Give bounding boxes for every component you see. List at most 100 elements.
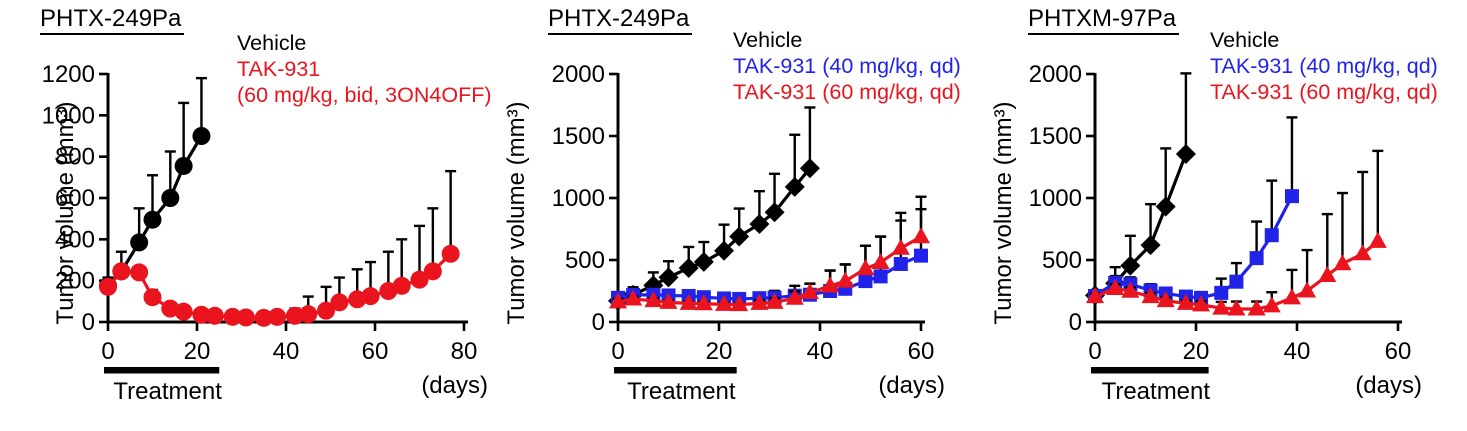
data-point-circle [143, 288, 162, 307]
data-point-diamond [799, 158, 820, 179]
y-tick-label: 800 [55, 144, 95, 171]
data-point-circle [330, 293, 349, 312]
x-axis-unit: (days) [421, 372, 488, 399]
series-vehicle [1085, 72, 1196, 306]
data-point-square [914, 248, 928, 263]
legend-item: TAK-931 (60 mg/kg, qd) [1210, 80, 1438, 104]
treatment-label: Treatment [113, 378, 222, 405]
y-tick-label: 200 [55, 268, 95, 295]
y-tick-label: 1200 [42, 61, 95, 88]
x-tick-label: 40 [1284, 338, 1311, 365]
legend-item: TAK-931 [237, 57, 321, 81]
data-point-triangle [856, 259, 875, 276]
chart-title: PHTXM-97Pa [1028, 6, 1180, 35]
data-point-triangle [694, 294, 713, 311]
data-point-triangle [1262, 296, 1281, 313]
data-point-triangle [871, 252, 890, 269]
data-point-triangle [821, 276, 840, 293]
chart-title: PHTX-249Pa [40, 6, 185, 35]
y-tick-label: 2000 [552, 61, 605, 88]
data-point-circle [205, 306, 224, 325]
data-point-triangle [715, 294, 734, 311]
series-vehicle [608, 106, 820, 311]
tick-marks [1086, 72, 1400, 331]
data-point-diamond [678, 258, 699, 279]
legend-item: Vehicle [237, 31, 307, 55]
x-tick-label: 20 [706, 338, 733, 365]
legend: Vehicle TAK-931 (60 mg/kg, bid, 3ON4OFF) [237, 30, 492, 108]
data-point-circle [423, 262, 442, 281]
data-point-circle [285, 306, 304, 325]
x-tick-label: 20 [1183, 338, 1210, 365]
y-tick-label: 0 [82, 309, 95, 336]
data-point-circle [130, 263, 149, 282]
data-point-circle [161, 189, 180, 207]
data-point-circle [236, 308, 255, 327]
y-tick-label: 1000 [1029, 185, 1082, 212]
data-point-circle [174, 302, 193, 321]
data-point-circle [192, 127, 211, 145]
chart-panel-phtx-249pa-dose-comparison: PHTX-249Pa Tumor volume (mm³) Vehicle TAK… [489, 0, 978, 431]
data-point-diamond [749, 214, 770, 235]
data-point-triangle [1227, 299, 1246, 316]
data-point-circle [130, 233, 149, 252]
x-axis-unit: (days) [1355, 372, 1422, 399]
data-point-triangle [800, 282, 819, 299]
data-point-square [1264, 228, 1279, 243]
x-tick-label: 60 [908, 338, 935, 365]
legend: Vehicle TAK-931 (40 mg/kg, qd) TAK-931 (60… [733, 27, 961, 105]
data-point-circle [254, 308, 273, 327]
data-point-triangle [1086, 287, 1104, 304]
data-point-circle [392, 276, 411, 295]
y-tick-label: 2000 [1029, 61, 1082, 88]
data-point-triangle [1247, 299, 1266, 316]
series-line [1094, 153, 1188, 297]
data-point-square [858, 274, 873, 289]
data-point-diamond [1120, 255, 1141, 276]
data-point-triangle [785, 288, 804, 305]
treatment-label: Treatment [1102, 378, 1211, 405]
y-tick-label: 1500 [1029, 123, 1082, 150]
plot-area: 0 200 400 600 800 1000 1200 0 20 40 60 80 (days) Trea… [42, 61, 488, 405]
x-tick-label: 40 [807, 338, 834, 365]
data-point-circle [299, 305, 318, 324]
data-point-triangle [1121, 281, 1140, 298]
x-tick-label: 0 [1088, 338, 1101, 365]
data-point-square [873, 269, 888, 284]
chart-panel-phtx-249pa-monotherapy: PHTX-249Pa Tumor volume (mm³) Vehicle TAK… [0, 0, 492, 431]
legend-item: (60 mg/kg, bid, 3ON4OFF) [237, 83, 492, 107]
legend-item: Vehicle [733, 28, 803, 52]
data-point-triangle [679, 293, 698, 310]
treatment-bar [104, 367, 220, 374]
tick-labels: 0 500 1000 1500 2000 0 20 40 60 (days) [1029, 61, 1422, 399]
data-point-diamond [693, 251, 714, 272]
data-point-circle [143, 210, 162, 229]
tick-labels: 0 200 400 600 800 1000 1200 0 20 40 60 80 (days) [42, 61, 488, 399]
data-point-circle [192, 305, 211, 324]
data-point-diamond [714, 240, 735, 261]
data-point-square [1214, 285, 1229, 300]
data-point-triangle [750, 293, 769, 310]
data-point-triangle [1192, 295, 1211, 312]
data-point-triangle [836, 271, 855, 288]
data-point-circle [174, 156, 193, 175]
series-tak-931-40-mg-kg-qd [1088, 116, 1299, 305]
tick-marks [609, 72, 923, 331]
treatment-bar [614, 367, 737, 374]
data-point-triangle [1298, 281, 1317, 298]
data-point-triangle [1368, 231, 1387, 248]
legend: Vehicle TAK-931 (40 mg/kg, qd) TAK-931 (60… [1210, 27, 1438, 105]
x-tick-label: 40 [273, 338, 300, 365]
data-point-square [893, 256, 908, 271]
x-tick-label: 20 [184, 338, 211, 365]
data-point-triangle [609, 292, 627, 309]
series-tak-931-60-mg-kg-bid-3on4off [99, 169, 460, 327]
data-point-circle [223, 307, 242, 326]
data-point-diamond [1140, 235, 1161, 256]
data-point-triangle [730, 295, 749, 312]
data-point-circle [317, 301, 336, 320]
y-tick-label: 1000 [552, 185, 605, 212]
data-point-triangle [659, 292, 678, 309]
legend-item: TAK-931 (40 mg/kg, qd) [733, 54, 961, 78]
